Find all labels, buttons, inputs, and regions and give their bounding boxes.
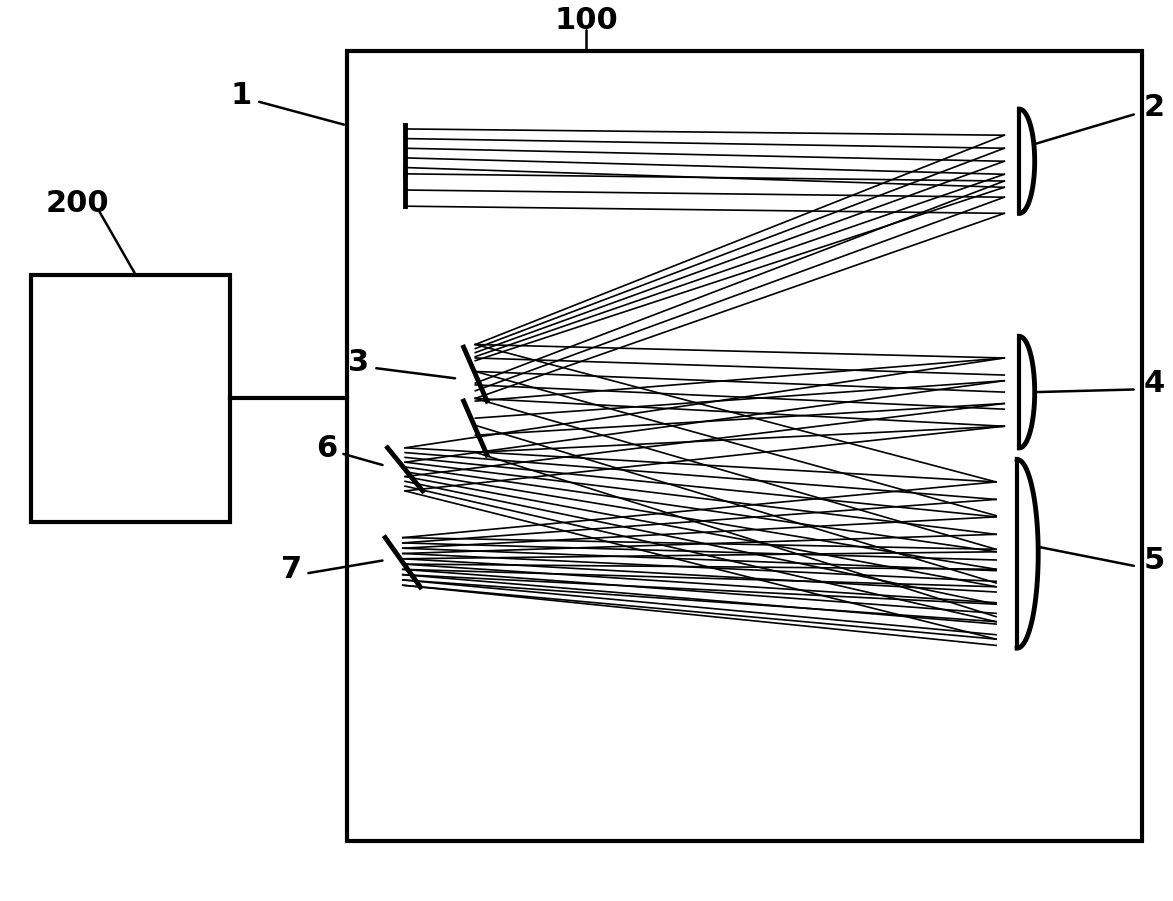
Text: 3: 3 xyxy=(347,348,368,377)
Text: 100: 100 xyxy=(555,5,618,35)
Bar xyxy=(346,50,1143,842)
Text: 4: 4 xyxy=(1144,369,1165,397)
Text: 5: 5 xyxy=(1144,546,1165,575)
Text: 2: 2 xyxy=(1144,93,1165,122)
Text: 7: 7 xyxy=(282,554,303,584)
Bar xyxy=(30,276,230,523)
Text: 200: 200 xyxy=(46,189,109,218)
Text: 6: 6 xyxy=(316,434,338,463)
Text: 1: 1 xyxy=(231,81,252,110)
